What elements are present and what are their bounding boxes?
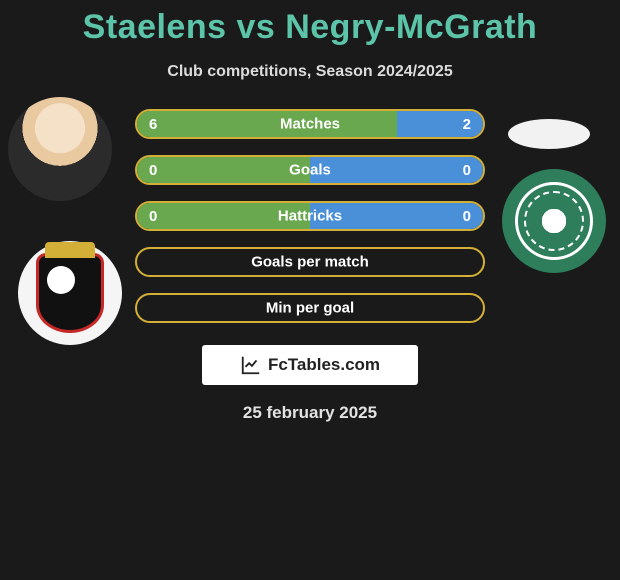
- stat-row: 00Hattricks: [135, 201, 485, 231]
- stat-row: Goals per match: [135, 247, 485, 277]
- player-right-avatar: [508, 119, 590, 149]
- club-right-badge: [502, 169, 606, 273]
- stat-row: 62Matches: [135, 109, 485, 139]
- stat-row: 00Goals: [135, 155, 485, 185]
- page-title: Staelens vs Negry-McGrath: [0, 0, 620, 47]
- stat-right-value: 0: [310, 203, 483, 229]
- date-text: 25 february 2025: [0, 403, 620, 423]
- stat-left-value: 0: [137, 203, 310, 229]
- stat-right-value: 2: [397, 111, 484, 137]
- club-left-badge: [18, 241, 122, 345]
- comparison-panel: 62Matches 00Goals 00Hattricks Goals per mat…: [0, 109, 620, 323]
- stat-row: Min per goal: [135, 293, 485, 323]
- stat-label: Min per goal: [266, 300, 354, 317]
- brand-text: FcTables.com: [268, 355, 380, 375]
- player-left-avatar: [8, 97, 112, 201]
- stat-bars: 62Matches 00Goals 00Hattricks Goals per mat…: [135, 109, 485, 323]
- chart-icon: [240, 354, 262, 376]
- stat-right-value: 0: [310, 157, 483, 183]
- stat-left-value: 6: [137, 111, 397, 137]
- brand-box: FcTables.com: [202, 345, 418, 385]
- stat-left-value: 0: [137, 157, 310, 183]
- stat-label: Goals per match: [251, 254, 369, 271]
- subtitle: Club competitions, Season 2024/2025: [0, 63, 620, 81]
